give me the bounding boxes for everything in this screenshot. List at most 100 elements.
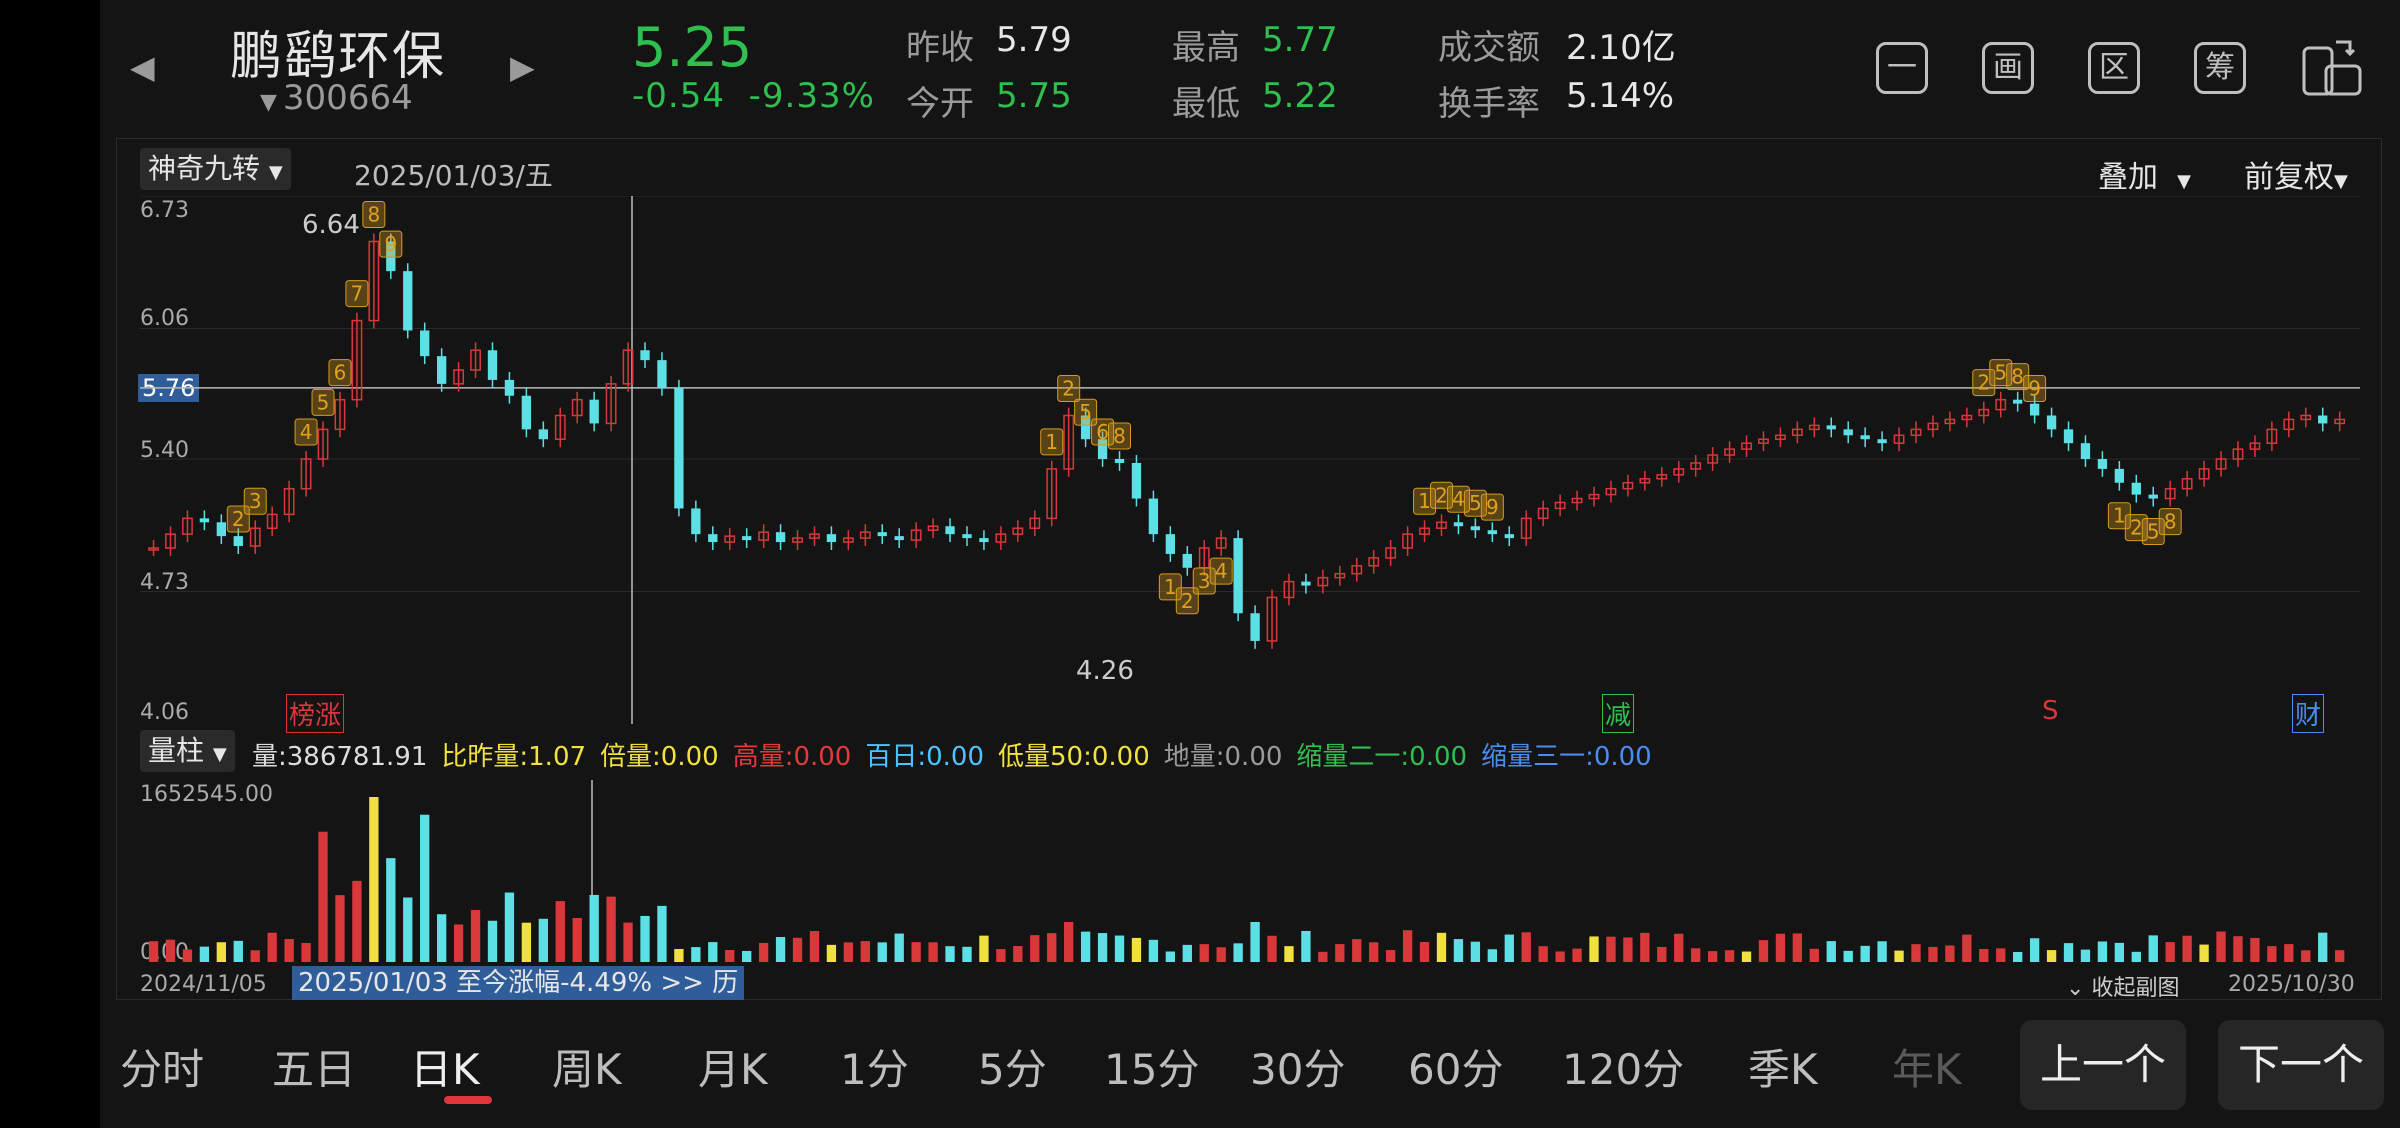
candle (2131, 482, 2141, 495)
volume-bar (2131, 951, 2141, 962)
candle (1690, 462, 1702, 470)
low-value: 5.22 (1262, 76, 1338, 116)
volume-bar (1233, 943, 1243, 962)
tab-timeframe[interactable]: 30分 (1250, 1045, 1346, 1094)
next-stock-arrow-icon[interactable]: ▶ (510, 48, 535, 86)
chips-icon[interactable]: 筹 (2194, 42, 2246, 94)
tab-timeframe[interactable]: 60分 (1408, 1045, 1504, 1094)
event-tag-rank[interactable]: 榜涨 (286, 694, 345, 733)
candle (1131, 462, 1142, 499)
volume-bar (725, 950, 735, 962)
volume-bar (1352, 939, 1362, 962)
event-tag-s[interactable]: S (2042, 696, 2059, 726)
stock-code[interactable]: ▼ 300664 (260, 78, 413, 118)
volume-chart[interactable] (140, 780, 2360, 962)
volume-bar (742, 950, 752, 962)
tab-timeframe[interactable]: 15分 (1104, 1045, 1200, 1094)
nine-turn-marker-label: 3 (249, 489, 262, 513)
tab-timeframe[interactable]: 5分 (978, 1045, 1047, 1094)
candle (2318, 415, 2328, 424)
overlay-selector[interactable]: 叠加 ▼ (2098, 152, 2191, 196)
tab-timeframe[interactable]: 分时 (120, 1045, 205, 1094)
volume-bar (2029, 938, 2040, 962)
volume-bar (1182, 944, 1192, 962)
nine-turn-marker-box (345, 280, 369, 308)
candle (1215, 537, 1227, 549)
nine-turn-marker-box (1209, 557, 1233, 585)
indicator-selector[interactable]: 神奇九转 ▼ (140, 148, 291, 190)
volume-bar (1267, 935, 1277, 962)
candle (1758, 438, 1769, 444)
volume-bar (606, 896, 616, 962)
turnover-rate-label: 换手率 (1438, 84, 1540, 124)
nine-turn-marker: 5 (311, 388, 335, 416)
tab-timeframe[interactable]: 周K (552, 1045, 622, 1094)
prev-stock-arrow-icon[interactable]: ◀ (130, 48, 155, 86)
tab-timeframe[interactable]: 年K (1892, 1045, 1962, 1094)
candle (1860, 435, 1870, 440)
stock-name: 鹏鹞环保 (230, 27, 447, 87)
range-icon[interactable]: 区 (2088, 42, 2140, 94)
volume-bar (1826, 941, 1836, 962)
volume-bar (2046, 950, 2057, 962)
draw-icon[interactable]: 画 (1982, 42, 2034, 94)
tab-timeframe[interactable]: 120分 (1562, 1045, 1685, 1094)
volume-bar (1674, 933, 1684, 962)
tab-timeframe[interactable]: 1分 (840, 1045, 909, 1094)
rotate-screen-icon[interactable] (2300, 36, 2364, 98)
candle (724, 535, 736, 543)
tab-timeframe[interactable]: 月K (698, 1045, 768, 1094)
volume-bar (403, 897, 413, 962)
dropdown-triangle-icon: ▼ (2177, 171, 2191, 192)
volume-bar (792, 937, 803, 962)
candle (622, 349, 634, 385)
volume-stat: 比昨量:1.07 (441, 742, 587, 772)
tab-timeframe[interactable]: 五日 (272, 1045, 357, 1094)
range-stats-banner[interactable]: 2025/01/03 至今涨幅-4.49% >> 历 (292, 966, 745, 1000)
collapse-label: 收起副图 (2091, 976, 2180, 1001)
volume-zero-label: 0.00 (140, 940, 189, 965)
candle (708, 534, 718, 543)
volume-bar (1572, 948, 1582, 962)
nine-turn-marker: 2 (1175, 587, 1199, 615)
volume-bar (589, 894, 599, 962)
candle (571, 398, 583, 417)
turnover-label: 成交额 (1438, 28, 1540, 68)
event-tag-finance[interactable]: 财 (2292, 694, 2325, 733)
nine-turn-marker: 3 (243, 487, 267, 515)
candle (1012, 527, 1024, 535)
candle (1470, 526, 1481, 531)
volume-bar (2216, 931, 2226, 962)
volume-selector[interactable]: 量柱 ▼ (140, 730, 235, 772)
next-stock-button[interactable]: 下一个 (2218, 1020, 2384, 1110)
tab-timeframe[interactable]: 日K (410, 1045, 480, 1094)
volume-bar (386, 858, 396, 962)
minus-box-icon[interactable]: 一 (1876, 42, 1928, 94)
prev-stock-button[interactable]: 上一个 (2020, 1020, 2186, 1110)
collapse-subchart[interactable]: ⌄ 收起副图 (2066, 970, 2179, 1002)
adjust-selector[interactable]: 前复权▼ (2244, 152, 2348, 196)
volume-bar (945, 946, 955, 962)
event-tag-reduce[interactable]: 减 (1602, 694, 1635, 733)
candle (1165, 534, 1176, 554)
nine-turn-marker-box (2023, 375, 2047, 403)
candle (420, 330, 430, 357)
volume-bar (182, 949, 193, 962)
prev-close-value: 5.79 (996, 20, 1072, 60)
nine-turn-marker-box (1040, 428, 1064, 456)
volume-bar (1148, 939, 1159, 962)
candle (2198, 468, 2210, 480)
candle (2097, 459, 2108, 469)
candle (1402, 533, 1414, 549)
nine-turn-marker-label: 7 (351, 282, 364, 306)
candle (758, 531, 770, 541)
candle (2114, 468, 2125, 483)
nine-turn-marker-label: 8 (1113, 424, 1126, 448)
volume-bar (1165, 951, 1176, 962)
tab-timeframe[interactable]: 季K (1748, 1045, 1818, 1094)
volume-bar (352, 880, 362, 962)
candle (2063, 429, 2074, 444)
volume-bar (2250, 937, 2260, 962)
candle (826, 534, 837, 543)
